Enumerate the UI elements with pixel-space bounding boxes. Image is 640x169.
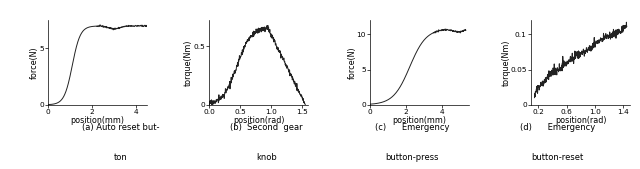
Text: button-reset: button-reset [531, 153, 584, 162]
Y-axis label: force(N): force(N) [30, 46, 39, 79]
X-axis label: position(rad): position(rad) [233, 116, 284, 125]
Text: button-press: button-press [385, 153, 439, 162]
Text: (d)      Emergency: (d) Emergency [520, 123, 595, 132]
Text: (a) Auto reset but-: (a) Auto reset but- [82, 123, 159, 132]
Text: ton: ton [114, 153, 127, 162]
Text: (b)  Second  gear: (b) Second gear [230, 123, 303, 132]
X-axis label: position(mm): position(mm) [70, 116, 125, 125]
Text: knob: knob [256, 153, 276, 162]
X-axis label: position(rad): position(rad) [555, 116, 607, 125]
Y-axis label: torque(Nm): torque(Nm) [184, 39, 193, 86]
Text: (c)      Emergency: (c) Emergency [375, 123, 449, 132]
Y-axis label: force(N): force(N) [348, 46, 356, 79]
Y-axis label: torque(Nm): torque(Nm) [501, 39, 510, 86]
X-axis label: position(mm): position(mm) [393, 116, 447, 125]
